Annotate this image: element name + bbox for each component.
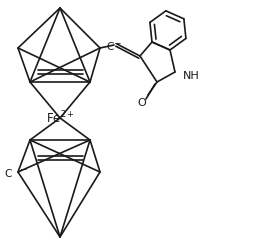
Text: C: C	[106, 42, 113, 52]
Text: C: C	[5, 169, 12, 179]
Text: O: O	[138, 98, 146, 108]
Text: Fe$^{2+}$: Fe$^{2+}$	[45, 110, 74, 126]
Text: −: −	[19, 165, 26, 173]
Text: −: −	[113, 39, 120, 47]
Text: NH: NH	[183, 71, 200, 81]
